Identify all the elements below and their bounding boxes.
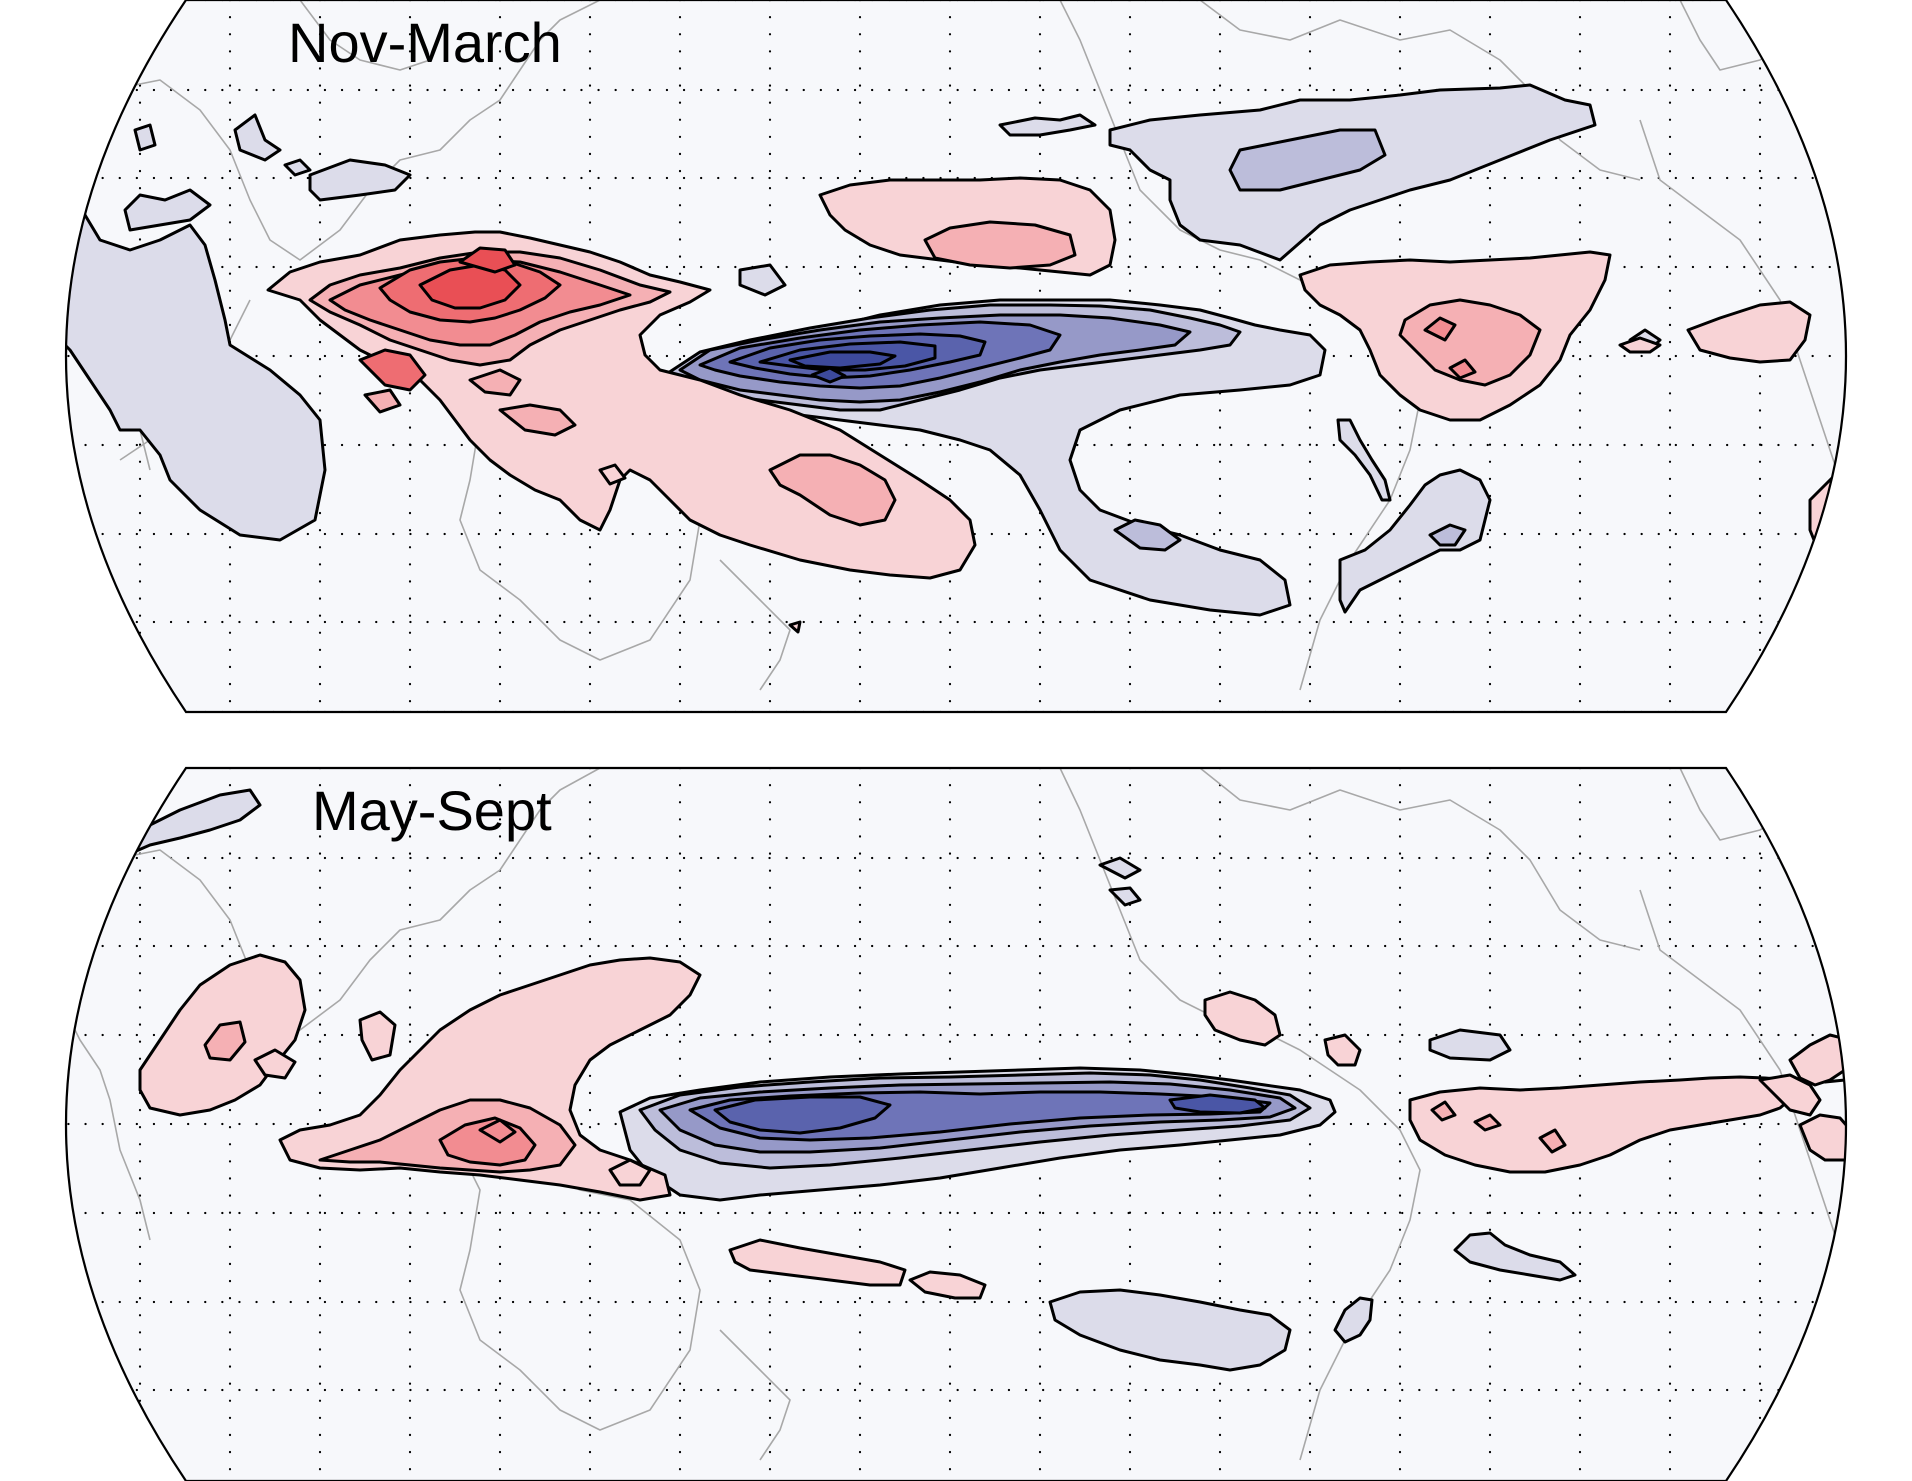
map-panel-nov-march: Nov-March (65, 0, 1847, 714)
contours-positive (266, 176, 1846, 634)
panel-title: May-Sept (312, 779, 552, 842)
map-border (65, 0, 1847, 714)
map-panel-may-sept: May-Sept (65, 766, 1847, 1481)
map-border (65, 766, 1847, 1481)
contours-negative (66, 83, 1662, 617)
contours-negative (113, 788, 1846, 1372)
contours-positive (138, 953, 1846, 1300)
panel-title: Nov-March (288, 11, 562, 74)
